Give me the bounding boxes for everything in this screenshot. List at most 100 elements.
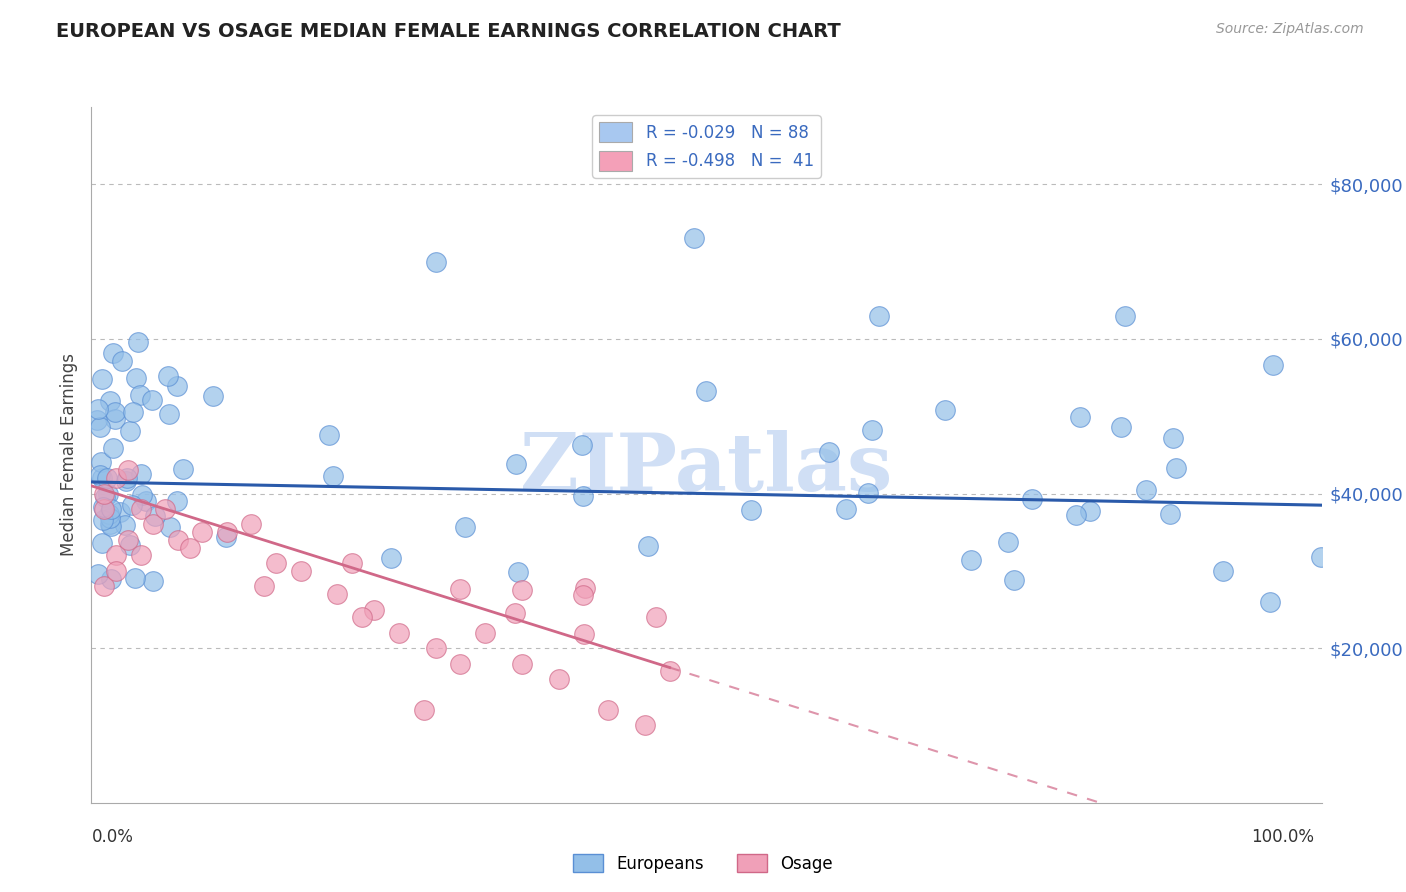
Point	[105, 471, 127, 485]
Point	[215, 525, 238, 540]
Point	[91, 471, 114, 485]
Point	[89, 419, 111, 434]
Point	[960, 553, 983, 567]
Point	[93, 502, 115, 516]
Point	[100, 573, 122, 587]
Point	[191, 525, 214, 540]
Point	[90, 536, 112, 550]
Point	[87, 402, 110, 417]
Text: 0.0%: 0.0%	[91, 828, 134, 846]
Point	[868, 309, 890, 323]
Point	[835, 501, 858, 516]
Point	[1021, 491, 1043, 506]
Point	[474, 625, 496, 640]
Point	[818, 444, 841, 458]
Point	[1078, 504, 1101, 518]
Point	[318, 427, 340, 442]
Point	[129, 467, 152, 481]
Point	[454, 519, 477, 533]
Legend: R = -0.029   N = 88, R = -0.498   N =  41: R = -0.029 N = 88, R = -0.498 N = 41	[592, 115, 821, 178]
Text: EUROPEAN VS OSAGE MEDIAN FEMALE EARNINGS CORRELATION CHART: EUROPEAN VS OSAGE MEDIAN FEMALE EARNINGS…	[56, 22, 841, 41]
Point	[89, 468, 111, 483]
Point	[98, 516, 121, 531]
Point	[142, 574, 165, 588]
Point	[179, 541, 201, 555]
Point	[93, 579, 115, 593]
Point	[98, 508, 121, 522]
Point	[105, 549, 127, 563]
Point	[117, 463, 139, 477]
Point	[118, 538, 141, 552]
Point	[253, 579, 276, 593]
Point	[157, 369, 180, 384]
Point	[352, 610, 374, 624]
Point	[856, 485, 879, 500]
Point	[1109, 420, 1132, 434]
Point	[100, 501, 122, 516]
Point	[508, 565, 530, 579]
Point	[1002, 574, 1025, 588]
Point	[90, 454, 112, 468]
Point	[510, 657, 533, 671]
Point	[425, 254, 447, 268]
Point	[1135, 483, 1157, 497]
Point	[131, 488, 153, 502]
Point	[129, 549, 152, 563]
Point	[388, 625, 411, 640]
Point	[87, 566, 110, 581]
Point	[96, 470, 118, 484]
Text: 100.0%: 100.0%	[1251, 828, 1315, 846]
Point	[141, 393, 163, 408]
Point	[997, 534, 1019, 549]
Point	[449, 657, 471, 671]
Text: Source: ZipAtlas.com: Source: ZipAtlas.com	[1216, 22, 1364, 37]
Point	[117, 533, 139, 547]
Point	[86, 413, 108, 427]
Point	[572, 627, 595, 641]
Point	[91, 513, 114, 527]
Point	[166, 533, 188, 547]
Point	[1310, 549, 1333, 564]
Point	[143, 508, 166, 523]
Point	[153, 502, 177, 516]
Point	[645, 609, 668, 624]
Point	[658, 665, 681, 679]
Point	[124, 571, 146, 585]
Point	[98, 510, 121, 524]
Point	[91, 500, 114, 515]
Point	[634, 718, 657, 732]
Point	[1261, 358, 1284, 372]
Point	[934, 402, 956, 417]
Point	[683, 231, 706, 245]
Point	[740, 503, 762, 517]
Point	[104, 405, 127, 419]
Point	[120, 425, 142, 439]
Point	[548, 672, 571, 686]
Point	[1212, 564, 1234, 578]
Point	[129, 388, 152, 402]
Point	[1258, 595, 1281, 609]
Y-axis label: Median Female Earnings: Median Female Earnings	[59, 353, 77, 557]
Point	[860, 423, 883, 437]
Point	[505, 457, 527, 471]
Point	[125, 371, 148, 385]
Point	[290, 564, 312, 578]
Point	[157, 407, 180, 421]
Point	[121, 498, 143, 512]
Point	[91, 372, 114, 386]
Point	[142, 517, 165, 532]
Point	[135, 494, 157, 508]
Point	[572, 588, 595, 602]
Point	[129, 502, 152, 516]
Point	[114, 517, 136, 532]
Point	[98, 394, 121, 409]
Point	[202, 389, 225, 403]
Point	[97, 487, 120, 501]
Point	[93, 486, 115, 500]
Point	[111, 354, 134, 368]
Point	[322, 469, 344, 483]
Point	[108, 505, 131, 519]
Point	[100, 518, 122, 533]
Point	[1069, 409, 1091, 424]
Point	[114, 474, 136, 488]
